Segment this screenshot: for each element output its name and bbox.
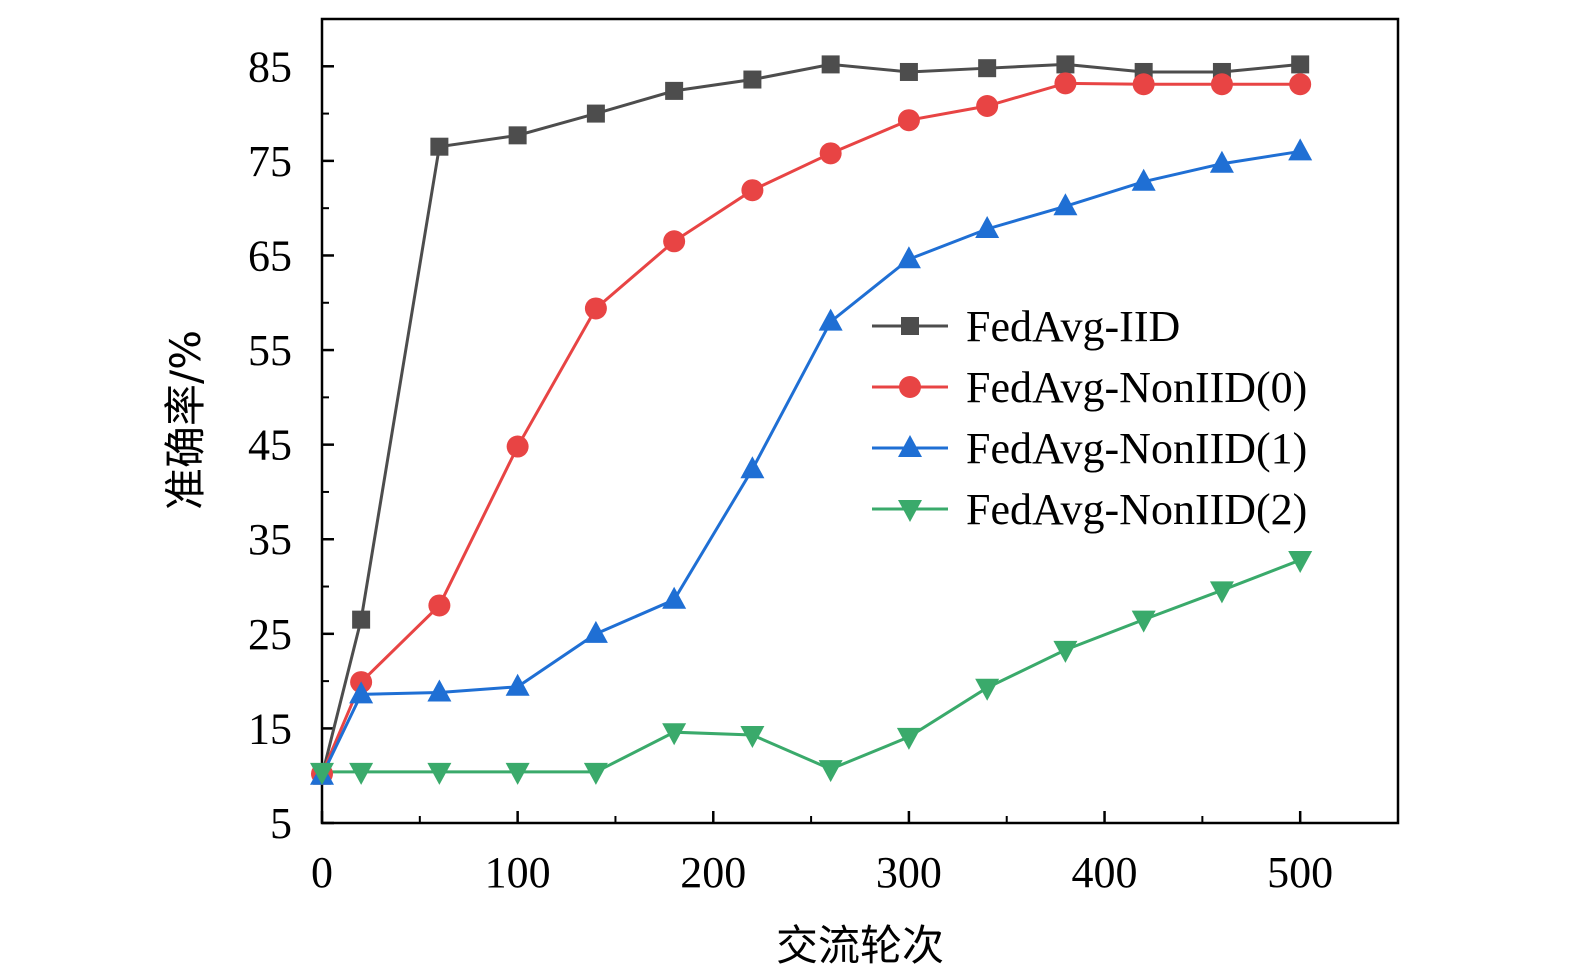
y-tick-label: 85 — [248, 42, 292, 91]
data-point-series-3 — [349, 762, 374, 785]
data-point-series-0 — [1291, 55, 1310, 74]
data-point-series-3 — [505, 762, 530, 785]
data-point-series-2 — [975, 215, 1000, 238]
data-point-series-3 — [662, 723, 687, 746]
data-point-series-3 — [1209, 581, 1234, 604]
data-point-series-2 — [1209, 150, 1234, 173]
data-point-series-1 — [506, 435, 529, 458]
data-point-series-2 — [505, 673, 530, 696]
x-tick-label: 300 — [876, 848, 942, 897]
data-point-series-1 — [1054, 72, 1077, 95]
data-point-series-2 — [740, 456, 765, 479]
series-line-2 — [320, 149, 1301, 777]
series-line-1 — [320, 81, 1301, 775]
data-point-series-0 — [586, 104, 605, 123]
data-point-series-1 — [1132, 73, 1155, 96]
x-tick-label: 500 — [1267, 848, 1333, 897]
series-line-3 — [322, 558, 1301, 774]
series-line-0 — [320, 62, 1301, 777]
data-point-series-1 — [663, 230, 686, 253]
data-point-series-1 — [584, 297, 607, 320]
legend-marker-1 — [899, 376, 921, 398]
legend-label-3: FedAvg-NonIID(2) — [966, 485, 1307, 534]
data-point-series-2 — [896, 246, 921, 269]
y-tick-label: 5 — [270, 799, 292, 848]
data-point-series-0 — [665, 81, 684, 100]
data-point-series-2 — [1131, 168, 1156, 191]
data-point-series-0 — [899, 62, 918, 81]
data-point-series-1 — [1289, 73, 1312, 96]
data-point-series-3 — [1053, 640, 1078, 663]
legend-marker-0 — [901, 317, 919, 335]
y-tick-label: 35 — [248, 515, 292, 564]
data-point-series-2 — [427, 679, 452, 702]
data-point-series-2 — [349, 681, 374, 704]
data-point-series-0 — [352, 610, 371, 629]
data-point-series-3 — [740, 726, 765, 749]
legend-marker-3 — [898, 500, 922, 522]
legend: FedAvg-IID FedAvg-NonIID(0) FedAvg-NonIID(… — [872, 302, 1307, 534]
data-point-series-0 — [978, 59, 997, 78]
tick-labels: 0 100 200 300 400 500 5 15 25 35 45 55 65 75 85 — [248, 42, 1333, 897]
data-point-series-3 — [896, 727, 921, 750]
data-point-series-1 — [976, 95, 999, 118]
y-tick-label: 45 — [248, 421, 292, 470]
legend-label-2: FedAvg-NonIID(1) — [966, 424, 1307, 473]
x-tick-label: 400 — [1072, 848, 1138, 897]
data-point-series-2 — [818, 308, 843, 331]
data-point-series-3 — [818, 760, 843, 783]
data-point-series-2 — [662, 586, 687, 609]
y-tick-label: 25 — [248, 610, 292, 659]
legend-marker-2 — [898, 435, 922, 457]
data-point-series-0 — [1056, 55, 1075, 74]
data-point-series-3 — [427, 762, 452, 785]
x-tick-label: 200 — [680, 848, 746, 897]
plot-area-frame — [320, 17, 1400, 825]
y-tick-label: 15 — [248, 704, 292, 753]
data-point-series-0 — [743, 70, 762, 89]
series-markers — [310, 55, 1313, 785]
legend-label-1: FedAvg-NonIID(0) — [966, 363, 1307, 412]
data-point-series-3 — [1131, 610, 1156, 633]
data-point-series-3 — [975, 678, 1000, 701]
y-tick-label: 75 — [248, 137, 292, 186]
y-axis-title: 准确率/% — [161, 330, 210, 510]
data-point-series-0 — [430, 137, 449, 156]
data-point-series-3 — [310, 762, 334, 785]
data-point-series-0 — [508, 126, 527, 145]
data-point-series-2 — [1053, 193, 1078, 216]
series-lines — [320, 62, 1301, 777]
x-tick-label: 100 — [485, 848, 551, 897]
data-point-series-3 — [1288, 551, 1313, 574]
data-point-series-1 — [428, 594, 451, 617]
y-tick-label: 65 — [248, 231, 292, 280]
x-axis-title: 交流轮次 — [776, 921, 944, 970]
x-tick-label: 0 — [311, 848, 333, 897]
data-point-series-1 — [1210, 73, 1233, 96]
data-point-series-2 — [583, 620, 608, 643]
data-point-series-0 — [821, 55, 840, 74]
data-point-series-1 — [741, 179, 764, 202]
data-point-series-1 — [819, 142, 842, 165]
data-point-series-1 — [897, 109, 920, 132]
data-point-series-3 — [583, 762, 608, 785]
y-tick-label: 55 — [248, 326, 292, 375]
legend-label-0: FedAvg-IID — [966, 302, 1180, 351]
data-point-series-2 — [1288, 138, 1313, 161]
